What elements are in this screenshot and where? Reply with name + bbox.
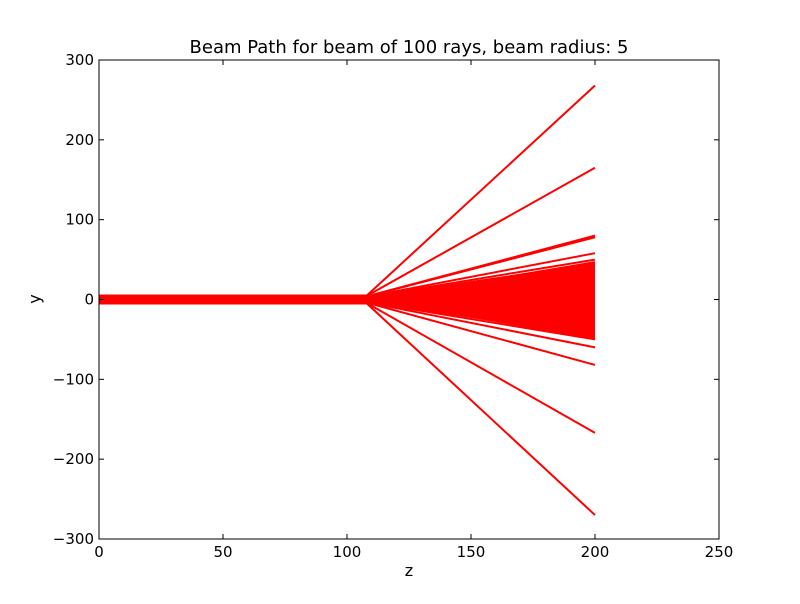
y-tick-label: 200 — [65, 131, 94, 149]
chart-title: Beam Path for beam of 100 rays, beam rad… — [190, 37, 629, 58]
x-tick-label: 0 — [94, 543, 104, 561]
x-tick-label: 200 — [581, 543, 610, 561]
x-tick-label: 150 — [457, 543, 486, 561]
axis-ticks: 0 50 100 150 200 250 300 200 100 0 −100 −200 −300 — [53, 51, 734, 561]
y-tick-label: 300 — [65, 51, 94, 69]
y-tick-label: −200 — [53, 450, 94, 468]
y-tick-label: −100 — [53, 370, 94, 388]
y-tick-label: −300 — [53, 530, 94, 548]
x-axis-label: z — [405, 561, 413, 580]
ray-line-0 — [99, 84, 596, 297]
plot-area — [99, 84, 596, 516]
x-tick-label: 250 — [705, 543, 734, 561]
y-tick-label: 100 — [65, 211, 94, 229]
y-axis-label: y — [25, 294, 44, 303]
x-tick-label: 100 — [333, 543, 362, 561]
x-tick-label: 50 — [213, 543, 232, 561]
ray-line-21 — [99, 302, 596, 516]
y-tick-label: 0 — [84, 291, 94, 309]
